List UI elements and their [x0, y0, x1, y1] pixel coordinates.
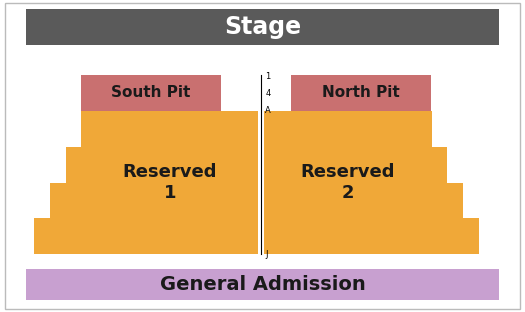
Text: General Admission: General Admission	[160, 275, 365, 294]
Text: 1: 1	[265, 72, 270, 81]
Polygon shape	[34, 111, 258, 254]
Text: 4: 4	[265, 89, 270, 98]
Text: Stage: Stage	[224, 15, 301, 39]
Text: A: A	[265, 106, 271, 115]
FancyBboxPatch shape	[26, 9, 499, 45]
Text: J: J	[265, 250, 268, 259]
Text: South Pit: South Pit	[111, 85, 191, 100]
FancyBboxPatch shape	[26, 269, 499, 300]
Text: Reserved
1: Reserved 1	[123, 163, 217, 202]
FancyBboxPatch shape	[81, 75, 220, 111]
Text: Reserved
2: Reserved 2	[300, 163, 395, 202]
FancyBboxPatch shape	[291, 75, 430, 111]
Text: North Pit: North Pit	[322, 85, 400, 100]
Polygon shape	[264, 111, 479, 254]
